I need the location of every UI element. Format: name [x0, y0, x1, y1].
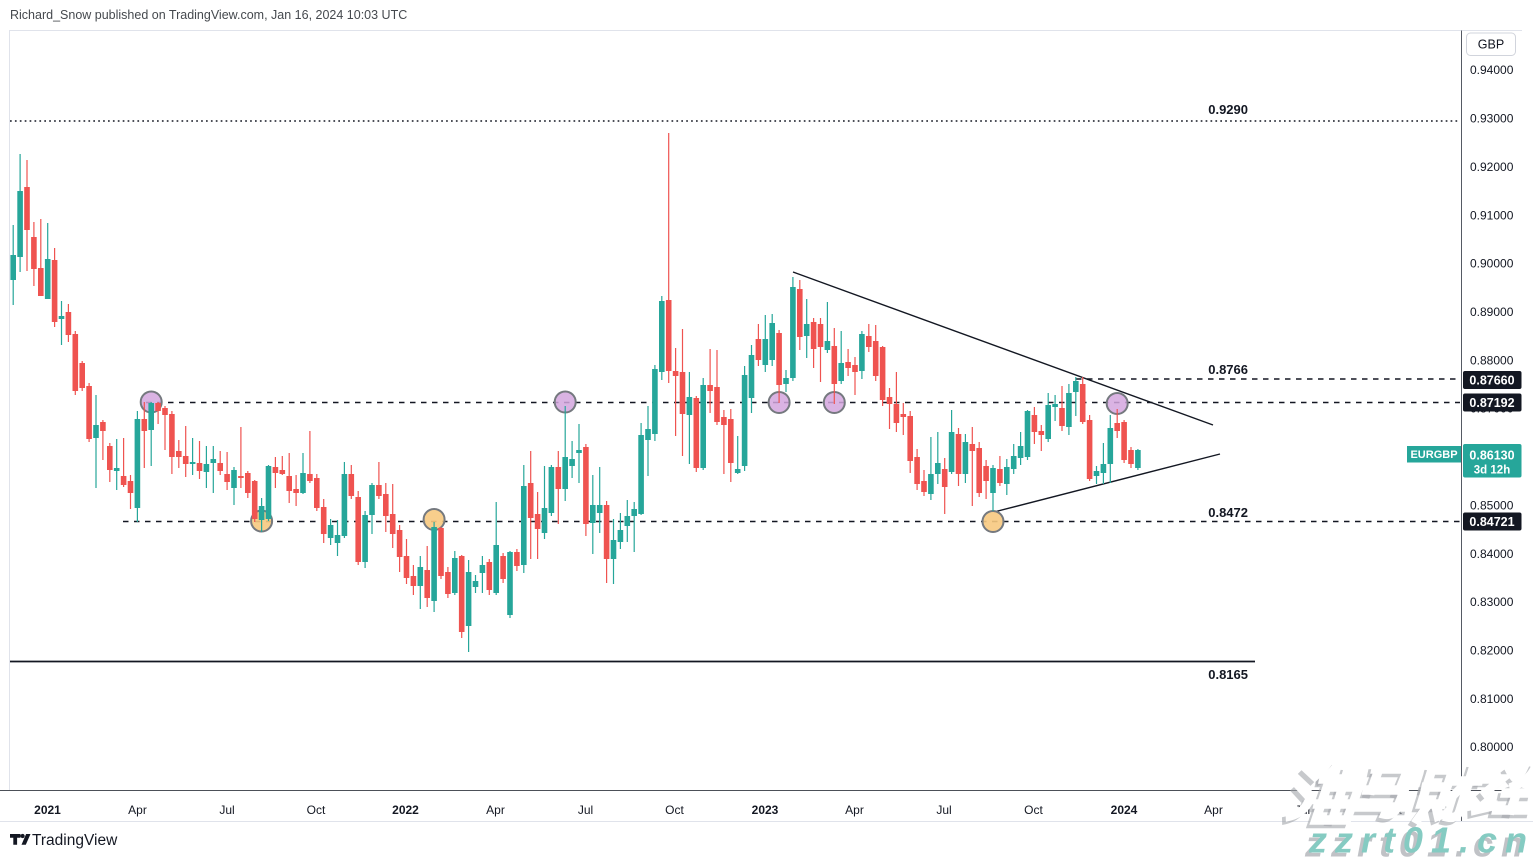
svg-text:Apr: Apr [486, 803, 505, 817]
svg-text:Jul: Jul [936, 803, 951, 817]
svg-text:Apr: Apr [1204, 803, 1223, 817]
svg-text:2024: 2024 [1111, 803, 1138, 817]
svg-text:0.90000: 0.90000 [1470, 257, 1514, 271]
svg-text:0.8472: 0.8472 [1208, 505, 1248, 520]
svg-text:0.87192: 0.87192 [1469, 396, 1514, 410]
svg-text:3d 12h: 3d 12h [1474, 465, 1510, 477]
svg-text:0.93000: 0.93000 [1470, 112, 1514, 126]
svg-text:2021: 2021 [34, 803, 61, 817]
svg-text:Jul: Jul [578, 803, 593, 817]
svg-text:0.80000: 0.80000 [1470, 740, 1514, 754]
svg-text:0.84000: 0.84000 [1470, 547, 1514, 561]
svg-text:Oct: Oct [307, 803, 326, 817]
svg-text:GBP: GBP [1478, 38, 1504, 52]
svg-text:0.83000: 0.83000 [1470, 595, 1514, 609]
svg-text:0.81000: 0.81000 [1470, 692, 1514, 706]
svg-text:0.9290: 0.9290 [1208, 102, 1248, 117]
svg-text:0.94000: 0.94000 [1470, 63, 1514, 77]
svg-text:Jul: Jul [219, 803, 234, 817]
svg-text:0.8766: 0.8766 [1208, 362, 1248, 377]
svg-text:zzrt01.cn: zzrt01.cn [1304, 824, 1531, 857]
svg-text:0.86130: 0.86130 [1469, 449, 1514, 463]
svg-text:Apr: Apr [845, 803, 864, 817]
svg-text:Oct: Oct [1024, 803, 1043, 817]
svg-text:Apr: Apr [128, 803, 147, 817]
svg-text:Oct: Oct [665, 803, 684, 817]
svg-text:0.85000: 0.85000 [1470, 498, 1514, 512]
svg-text:Richard_Snow published on Trad: Richard_Snow published on TradingView.co… [10, 8, 407, 22]
svg-text:0.87660: 0.87660 [1469, 373, 1514, 387]
svg-text:0.88000: 0.88000 [1470, 353, 1514, 367]
svg-text:0.92000: 0.92000 [1470, 160, 1514, 174]
svg-text:0.91000: 0.91000 [1470, 208, 1514, 222]
svg-text:0.89000: 0.89000 [1470, 305, 1514, 319]
svg-text:zzrt01.cn: zzrt01.cn [1308, 820, 1533, 857]
svg-text:0.84721: 0.84721 [1469, 515, 1514, 529]
svg-text:0.8165: 0.8165 [1208, 667, 1248, 682]
svg-text:TradingView: TradingView [32, 832, 118, 849]
svg-text:2023: 2023 [752, 803, 779, 817]
svg-text:2022: 2022 [392, 803, 419, 817]
svg-text:0.82000: 0.82000 [1470, 644, 1514, 658]
svg-text:EURGBP: EURGBP [1410, 449, 1457, 461]
